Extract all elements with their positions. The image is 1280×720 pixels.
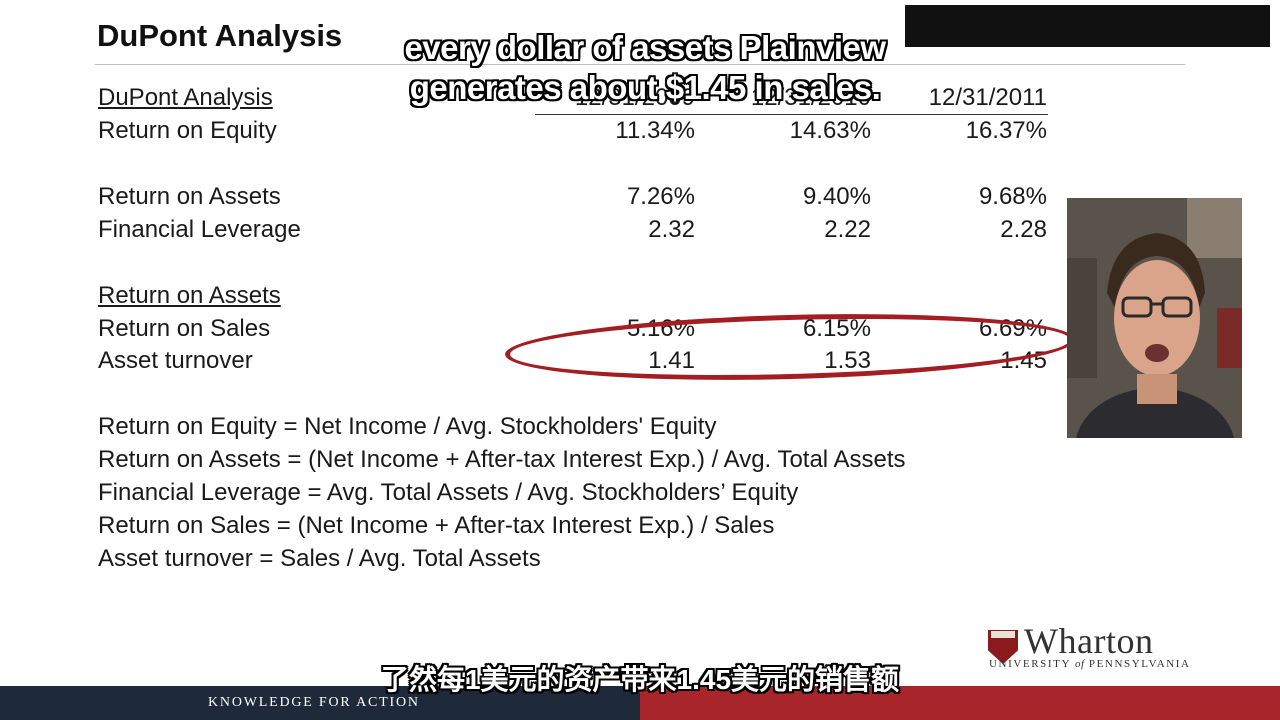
footer-bar-right (640, 686, 1280, 720)
video-overlay-bar (905, 5, 1270, 47)
roa-2009: 7.26% (626, 183, 695, 210)
presenter-video-icon (1067, 198, 1242, 438)
english-subtitle-line1: every dollar of assets Plainview (404, 29, 886, 66)
formula-leverage: Financial Leverage = Avg. Total Assets /… (98, 479, 799, 506)
ros-2011: 6.69% (978, 315, 1047, 342)
leverage-2010: 2.22 (824, 216, 871, 243)
roe-2011: 16.37% (965, 117, 1047, 144)
turnover-2010: 1.53 (824, 347, 871, 374)
roe-2010: 14.63% (789, 117, 871, 144)
formula-roa: Return on Assets = (Net Income + After-t… (98, 446, 906, 473)
formula-roe: Return on Equity = Net Income / Avg. Sto… (98, 413, 717, 440)
chinese-subtitle: 了然每1美元的资产带来1.45美元的销售额 (380, 664, 900, 695)
turnover-2011: 1.45 (1000, 347, 1047, 374)
section-header-roa: Return on Assets (98, 282, 281, 309)
row-label-asset-turnover: Asset turnover (98, 347, 253, 374)
footer-tagline: KNOWLEDGE FOR ACTION (208, 695, 420, 710)
leverage-2011: 2.28 (1000, 216, 1047, 243)
title-divider (95, 64, 1185, 65)
header-underline (535, 114, 1048, 115)
ros-2010: 6.15% (802, 315, 871, 342)
slide-title: DuPont Analysis (97, 18, 343, 53)
leverage-2009: 2.32 (648, 216, 695, 243)
section-header-dupont: DuPont Analysis (98, 84, 273, 111)
logo-wordmark: Wharton (1024, 621, 1154, 661)
turnover-2009: 1.41 (648, 347, 695, 374)
ros-2009: 5.16% (626, 315, 695, 342)
roa-2010: 9.40% (802, 183, 871, 210)
row-label-roe: Return on Equity (98, 117, 277, 144)
english-subtitle-line2: generates about $1.45 in sales. (409, 69, 881, 106)
wharton-logo: Wharton UNIVERSITY of PENNSYLVANIA (988, 621, 1193, 672)
roe-2009: 11.34% (615, 117, 695, 144)
english-subtitle: every dollar of assets Plainview generat… (385, 28, 905, 108)
row-label-roa: Return on Assets (98, 183, 281, 210)
logo-subtitle: UNIVERSITY of PENNSYLVANIA (989, 658, 1191, 670)
presenter-figure (1067, 198, 1242, 438)
formula-ros: Return on Sales = (Net Income + After-ta… (98, 512, 775, 539)
column-header-2010: 12/31/2010 (750, 84, 871, 111)
column-header-2011: 12/31/2011 (928, 84, 1047, 111)
column-header-2009: 12/31/2009 (574, 84, 695, 111)
row-label-leverage: Financial Leverage (98, 216, 301, 243)
formula-turnover: Asset turnover = Sales / Avg. Total Asse… (98, 545, 541, 572)
row-label-ros: Return on Sales (98, 315, 271, 342)
roa-2011: 9.68% (978, 183, 1047, 210)
footer-bar-left (0, 686, 640, 720)
